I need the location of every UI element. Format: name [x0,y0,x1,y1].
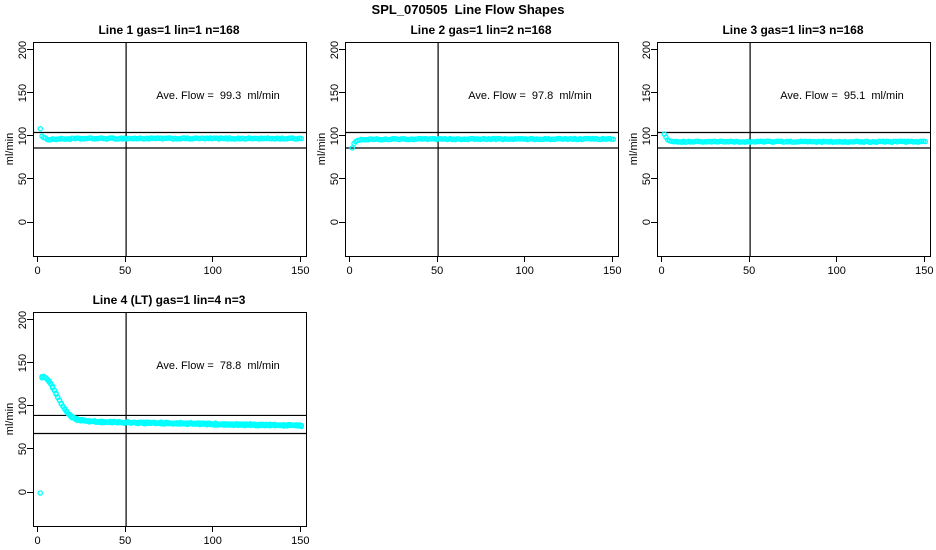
y-tick-label: 200 [17,310,29,329]
y-tick-label: 100 [17,396,29,415]
x-tick-label: 150 [603,265,622,277]
y-tick-label: 200 [17,40,29,59]
y-tick-label: 0 [641,218,653,226]
x-tick-mark [661,256,662,262]
y-tick-label: 0 [17,218,29,226]
y-tick-label: 50 [329,172,341,186]
x-tick-label: 0 [658,265,665,277]
panel-line-1: Line 1 gas=1 lin=1 n=168 ml/min Ave. Flo… [0,12,312,280]
panel-line-4-lt: Line 4 (LT) gas=1 lin=4 n=3 ml/min Ave. … [0,282,312,550]
x-tick-mark [299,526,301,532]
x-tick-mark [37,256,38,262]
y-tick-label: 150 [641,83,653,102]
avg-flow-annotation: Ave. Flow = 78.8 ml/min [156,360,280,372]
x-tick-label: 100 [203,535,222,547]
y-tick-mark [339,135,345,137]
x-tick-label: 0 [346,265,353,277]
x-tick-mark [212,526,214,532]
y-tick-mark [651,92,657,94]
avg-flow-annotation: Ave. Flow = 97.8 ml/min [468,90,592,102]
plot-box: Ave. Flow = 99.3 ml/min [33,42,307,257]
y-tick-mark [339,92,345,94]
x-tick-mark [349,256,350,262]
y-tick-mark [27,178,33,180]
plot-box: Ave. Flow = 97.8 ml/min [345,42,619,257]
x-tick-label: 150 [291,265,310,277]
y-axis-title: ml/min [316,132,328,166]
y-tick-mark [339,49,345,51]
x-tick-mark [212,256,214,262]
x-tick-label: 50 [118,265,132,277]
plot-box: Ave. Flow = 78.8 ml/min [33,312,307,527]
y-tick-mark [339,221,345,223]
y-tick-mark [651,135,657,137]
y-tick-label: 0 [17,488,29,496]
x-tick-mark [524,256,526,262]
y-tick-label: 100 [329,126,341,145]
y-tick-mark [27,135,33,137]
y-tick-mark [651,221,657,223]
x-tick-label: 0 [34,265,41,277]
x-tick-label: 50 [742,265,756,277]
y-tick-mark [651,178,657,180]
x-tick-label: 50 [118,535,132,547]
scatter-plot [658,43,930,256]
plot-box: Ave. Flow = 95.1 ml/min [657,42,931,257]
y-tick-mark [27,491,33,493]
y-tick-mark [27,362,33,364]
y-tick-label: 150 [329,83,341,102]
x-tick-mark [124,526,126,532]
x-tick-label: 50 [430,265,444,277]
y-tick-label: 100 [17,126,29,145]
avg-flow-annotation: Ave. Flow = 99.3 ml/min [156,90,280,102]
y-tick-mark [27,49,33,51]
y-tick-label: 150 [17,353,29,372]
y-tick-mark [651,49,657,51]
scatter-plot [34,313,306,526]
y-tick-mark [27,405,33,407]
panel-title: Line 4 (LT) gas=1 lin=4 n=3 [92,293,246,307]
y-axis-title: ml/min [628,132,640,166]
y-axis-title: ml/min [4,132,16,166]
y-tick-mark [27,319,33,321]
y-tick-label: 50 [17,442,29,456]
x-tick-mark [923,256,925,262]
x-tick-label: 100 [827,265,846,277]
y-tick-label: 200 [329,40,341,59]
scatter-plot [346,43,618,256]
avg-flow-annotation: Ave. Flow = 95.1 ml/min [780,90,904,102]
y-tick-label: 50 [17,172,29,186]
panel-title: Line 1 gas=1 lin=1 n=168 [98,23,240,37]
x-tick-mark [611,256,613,262]
x-tick-mark [37,526,38,532]
y-tick-label: 150 [17,83,29,102]
y-tick-label: 50 [641,172,653,186]
y-tick-label: 100 [641,126,653,145]
y-tick-mark [27,448,33,450]
panel-line-3: Line 3 gas=1 lin=3 n=168 ml/min Ave. Flo… [624,12,936,280]
main-title: SPL_070505 Line Flow Shapes [371,2,565,17]
x-tick-mark [436,256,438,262]
panel-line-2: Line 2 gas=1 lin=2 n=168 ml/min Ave. Flo… [312,12,624,280]
y-axis-title: ml/min [4,402,16,436]
y-tick-label: 0 [329,218,341,226]
x-tick-mark [836,256,838,262]
y-tick-mark [339,178,345,180]
x-tick-label: 150 [291,535,310,547]
panel-title: Line 2 gas=1 lin=2 n=168 [410,23,552,37]
x-tick-label: 100 [203,265,222,277]
panel-title: Line 3 gas=1 lin=3 n=168 [722,23,864,37]
x-tick-label: 0 [34,535,41,547]
y-tick-mark [27,221,33,223]
x-tick-mark [748,256,750,262]
x-tick-mark [299,256,301,262]
scatter-plot [34,43,306,256]
x-tick-mark [124,256,126,262]
x-tick-label: 150 [915,265,934,277]
y-tick-mark [27,92,33,94]
y-tick-label: 200 [641,40,653,59]
x-tick-label: 100 [515,265,534,277]
